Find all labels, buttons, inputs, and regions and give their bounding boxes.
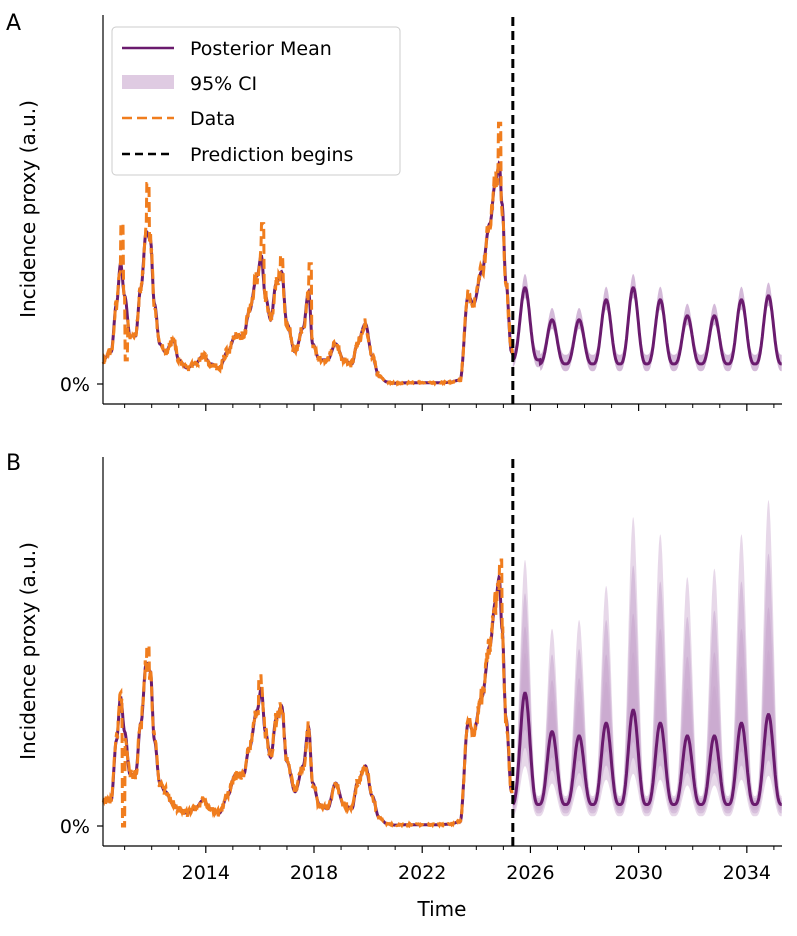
panel-b-x-ticks: 2014 2018 2022 2026 2030 2034 (124, 846, 775, 884)
panel-a-x-ticks (124, 404, 775, 411)
panel-b: B 2014 2018 2022 2026 2030 2034 0% Incidence … (6, 451, 782, 921)
panel-b-ylabel: Incidence proxy (a.u.) (16, 542, 40, 760)
panel-b-plot (101, 459, 782, 846)
x-tick-label-2034: 2034 (723, 862, 771, 884)
data-series (101, 121, 515, 388)
x-tick-label-2014: 2014 (182, 862, 230, 884)
legend: Posterior Mean 95% CI Data Prediction be… (111, 26, 401, 176)
legend-ci-label: 95% CI (190, 73, 257, 95)
x-axis-label: Time (417, 897, 467, 921)
posterior-mean-forecast (511, 691, 782, 806)
x-tick-label-2018: 2018 (290, 862, 338, 884)
legend-frame (111, 26, 401, 176)
panel-b-y-tick-label: 0% (60, 816, 90, 838)
x-tick-label-2026: 2026 (506, 862, 554, 884)
panel-a-plot (101, 17, 782, 404)
legend-mean-label: Posterior Mean (190, 38, 332, 60)
panel-a-y-tick-label: 0% (60, 374, 90, 396)
panel-b-label: B (6, 451, 21, 476)
posterior-mean-forecast (512, 286, 782, 367)
panel-a-ylabel: Incidence proxy (a.u.) (16, 100, 40, 318)
ci-band-layer-2 (512, 607, 782, 811)
legend-data-label: Data (190, 108, 235, 130)
legend-prediction-label: Prediction begins (190, 144, 353, 166)
panel-a-label: A (6, 11, 21, 36)
x-tick-label-2022: 2022 (398, 862, 446, 884)
ci-band-layer-3 (512, 650, 782, 809)
data-series (101, 558, 515, 829)
legend-ci-swatch (122, 75, 174, 89)
panel-a: A 0% Incidence proxy (a.u.) Posterior Me… (6, 11, 782, 411)
x-tick-label-2030: 2030 (614, 862, 662, 884)
